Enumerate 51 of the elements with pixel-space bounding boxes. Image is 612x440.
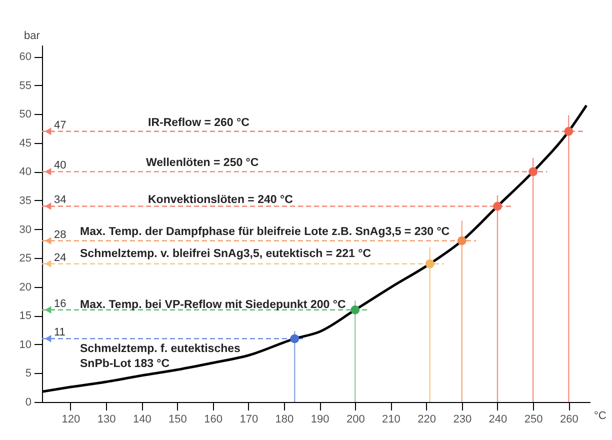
annotation: 34 (54, 194, 66, 206)
x-tick-label: 230 (453, 414, 472, 426)
y-tick-label: 35 (19, 194, 32, 207)
y-tick-label: 45 (19, 137, 32, 150)
annotation: Schmelztemp. f. eutektisches SnPb-Lot 183 °C (80, 343, 240, 370)
x-tick-label: 160 (204, 414, 222, 426)
point (528, 167, 538, 176)
point (425, 259, 434, 268)
y-tick-label: 30 (19, 224, 32, 236)
x-tick-label: 210 (382, 414, 400, 426)
x-tick-label: 180 (275, 414, 294, 426)
x-tick-label: 250 (524, 414, 543, 426)
x-tick-label: 190 (310, 414, 330, 426)
x-tick-label: 260 (560, 414, 578, 426)
y-tick-label: 10 (19, 338, 32, 351)
point (290, 334, 300, 344)
annotation: 47 (54, 119, 66, 132)
y-tick-label: 55 (19, 80, 32, 92)
y-tick-label: 40 (19, 166, 32, 178)
x-axis-title: °C (594, 410, 606, 422)
annotation: Schmelztemp. v. bleifrei SnAg3,5, eutektisch = 221 °C (80, 248, 372, 260)
y-tick-label: 15 (19, 310, 32, 322)
x-tick-label: 140 (132, 414, 152, 426)
x-tick-label: 130 (97, 414, 116, 426)
annotation: Konvektionslöten = 240 °C (148, 194, 293, 206)
y-tick-label: 20 (19, 281, 32, 294)
y-tick-label: 25 (19, 252, 32, 265)
y-tick-label: 0 (25, 396, 32, 408)
y-tick-label: 5 (25, 368, 32, 380)
point (564, 126, 574, 136)
annotation: 40 (54, 160, 66, 172)
annotation: 28 (54, 228, 66, 241)
x-tick-label: 240 (488, 414, 508, 426)
point (493, 202, 502, 211)
annotation: Wellenlöten = 250 °C (146, 157, 259, 169)
annotation: Max. Temp. der Dampfphase für bleifreie Lote z.B. SnAg3,5 = 230 °C (80, 226, 450, 238)
y-tick-label: 50 (19, 108, 32, 121)
y-axis-title: bar (24, 30, 40, 42)
annotation: 11 (54, 326, 66, 339)
annotation: 16 (54, 298, 66, 310)
annotation: Max. Temp. bei VP-Reflow mit Siedepunkt 200 °C (80, 299, 346, 311)
x-tick-label: 220 (418, 414, 436, 426)
point (350, 305, 360, 314)
annotation: 24 (54, 252, 66, 264)
point (457, 236, 466, 246)
x-tick-label: 150 (168, 414, 187, 426)
x-tick-label: 120 (62, 414, 80, 426)
x-tick-label: 200 (346, 414, 365, 426)
annotation: IR-Reflow = 260 °C (148, 117, 250, 129)
y-tick-label: 60 (19, 51, 32, 64)
x-tick-label: 170 (240, 414, 258, 426)
